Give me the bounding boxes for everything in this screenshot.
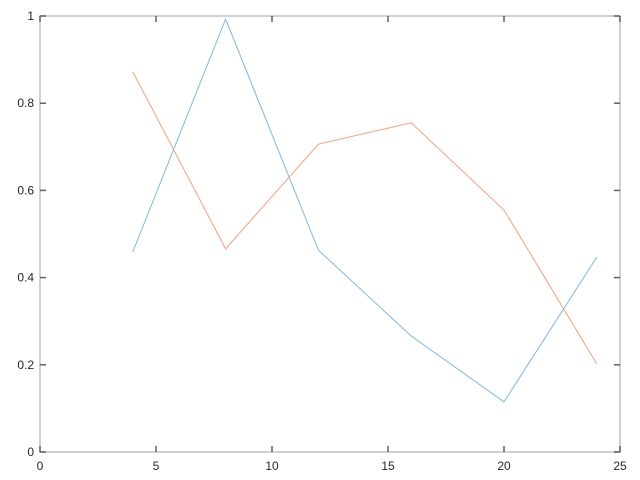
x-tick-label: 10 [265,459,279,473]
x-tick-label: 5 [153,459,160,473]
series-line-2 [132,71,598,365]
x-axis-ticks: 0 5 10 15 20 25 [37,16,627,473]
axes [39,15,621,453]
x-tick-label: 20 [497,459,511,473]
y-tick-label: 0 [27,445,34,459]
y-tick-label: 0.6 [17,183,34,197]
y-tick-label: 0.2 [17,358,34,372]
y-axis-ticks: 0 0.2 0.4 0.6 0.8 1 [17,9,620,459]
x-tick-label: 25 [613,459,627,473]
axes-box [39,15,621,453]
y-tick-label: 1 [27,9,34,23]
x-tick-label: 15 [381,459,395,473]
y-tick-label: 0.8 [17,96,34,110]
series-group [132,17,598,403]
x-tick-label: 0 [37,459,44,473]
y-tick-label: 0.4 [17,271,34,285]
series-line-1 [132,17,598,403]
